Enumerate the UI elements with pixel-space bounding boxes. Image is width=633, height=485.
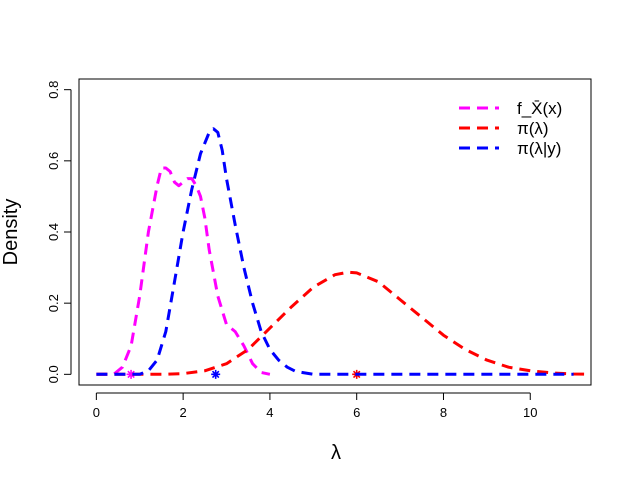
legend-label-2: π(λ|y) [517, 139, 561, 158]
y-tick-label: 0.4 [46, 223, 61, 241]
y-tick-label: 0.8 [46, 81, 61, 99]
y-tick-label: 0.2 [46, 294, 61, 312]
legend: f_X̄(x)π(λ)π(λ|y) [459, 99, 562, 158]
x-axis-title: λ [331, 442, 341, 464]
x-axis: 0 2 4 6 8 10 [93, 392, 537, 420]
y-tick-label: 0.0 [46, 365, 61, 383]
legend-label-0: f_X̄(x) [517, 99, 562, 118]
series-line-2 [96, 127, 574, 376]
series-line-1 [96, 270, 592, 376]
x-tick-label: 10 [523, 405, 537, 420]
x-tick-label: 8 [440, 405, 447, 420]
y-axis: 0.0 0.2 0.4 0.6 0.8 [46, 81, 72, 383]
series-marker-2 [211, 369, 221, 379]
legend-label-1: π(λ) [517, 119, 549, 138]
x-tick-label: 4 [266, 405, 273, 420]
series-line-0 [96, 166, 271, 376]
series-layer [96, 127, 592, 379]
plot-frame [78, 78, 592, 386]
x-tick-label: 2 [180, 405, 187, 420]
x-tick-label: 0 [93, 405, 100, 420]
y-axis-title: Density [0, 199, 22, 266]
x-tick-label: 6 [353, 405, 360, 420]
series-marker-0 [126, 369, 136, 379]
y-tick-label: 0.6 [46, 152, 61, 170]
